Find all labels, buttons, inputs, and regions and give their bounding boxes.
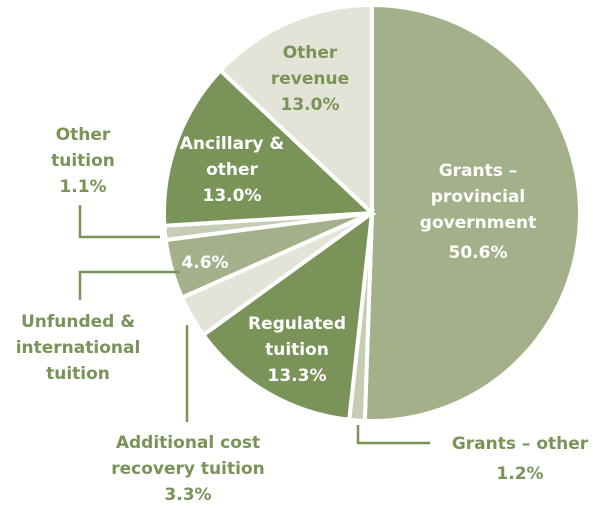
value-label: 3.3% — [164, 485, 212, 505]
slices — [162, 2, 582, 423]
value-label: 50.6% — [448, 243, 508, 263]
value-label: 13.0% — [280, 95, 340, 115]
leader-line — [356, 425, 430, 445]
slice-label: Ancillary & other — [179, 134, 285, 180]
slice-label: Unfunded & international tuition — [15, 312, 141, 384]
slice-label: Other tuition — [51, 125, 115, 171]
leader-line — [78, 270, 180, 300]
slice-label: Regulated tuition — [247, 314, 346, 360]
value-label: 1.1% — [59, 177, 107, 197]
pie-slice — [217, 2, 374, 218]
value-label: 1.2% — [496, 464, 544, 484]
slice-label: Other revenue — [270, 43, 350, 89]
slice-label: Grants – other — [451, 434, 589, 454]
slice-label: Additional cost recovery tuition — [111, 433, 265, 479]
value-label: 13.0% — [202, 186, 262, 206]
leader-line — [78, 205, 160, 239]
value-label: 13.3% — [267, 366, 327, 386]
pie-slice — [162, 67, 377, 228]
value-label: 4.6% — [181, 253, 229, 273]
pie-slice — [200, 208, 375, 422]
slice-label: Grants – provincial government — [419, 161, 537, 233]
pie-slice — [362, 2, 582, 423]
leader-lines — [78, 205, 430, 445]
